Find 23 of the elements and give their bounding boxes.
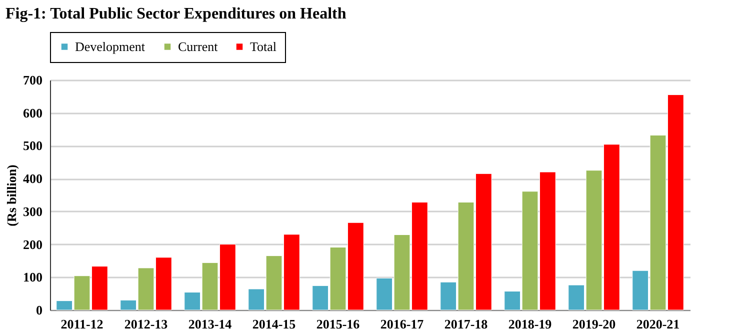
x-tick-label: 2018-19	[508, 316, 552, 330]
y-axis-title: (Rs billion)	[4, 164, 19, 226]
x-tick-label: 2011-12	[60, 316, 104, 330]
x-tick-label: 2016-17	[380, 316, 424, 330]
x-tick-label: 2017-18	[444, 316, 488, 330]
x-tick-label: 2015-16	[316, 316, 360, 330]
y-tick-label: 0	[36, 302, 42, 318]
x-tick-label: 2019-20	[572, 316, 616, 330]
x-tick-label: 2012-13	[124, 316, 168, 330]
y-tick-label: 500	[23, 138, 42, 154]
y-tick-label: 700	[23, 72, 42, 88]
chart-title: Fig-1: Total Public Sector Expenditures on Health	[6, 6, 346, 22]
legend-label: Current	[178, 38, 218, 54]
legend-label: Total	[250, 38, 277, 54]
y-tick-label: 400	[23, 171, 42, 186]
x-tick-label: 2014-15	[252, 316, 296, 330]
y-tick-label: 200	[23, 236, 42, 252]
legend-label: Development	[75, 38, 146, 54]
x-tick-label: 2013-14	[188, 316, 232, 330]
y-tick-label: 100	[23, 270, 42, 285]
y-tick-label: 300	[23, 204, 42, 219]
y-tick-label: 600	[23, 105, 42, 120]
x-tick-label: 2020-21	[636, 316, 680, 330]
